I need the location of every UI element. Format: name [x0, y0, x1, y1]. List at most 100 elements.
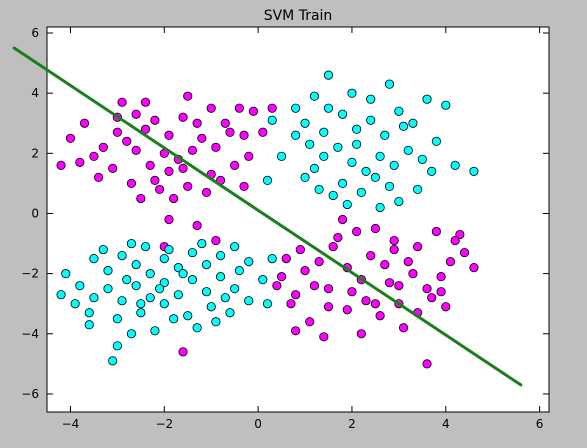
data-point-series-1-48 — [89, 254, 99, 264]
data-point-series-0-104 — [281, 254, 291, 264]
data-point-series-1-100 — [84, 320, 94, 330]
data-point-series-0-37 — [65, 133, 76, 143]
y-tick-label-6: 6 — [31, 26, 39, 40]
data-point-series-1-50 — [117, 250, 127, 261]
y-tick-label-5: 4 — [31, 86, 39, 100]
data-point-series-1-94 — [164, 244, 174, 255]
data-point-series-1-101 — [136, 299, 146, 309]
data-point-series-0-61 — [436, 272, 446, 282]
data-point-series-1-79 — [136, 308, 146, 318]
data-point-series-1-44 — [267, 115, 277, 125]
data-point-series-0-59 — [408, 269, 418, 279]
data-point-series-1-58 — [230, 241, 240, 252]
data-point-series-0-53 — [328, 241, 338, 252]
data-point-series-1-6 — [352, 124, 362, 134]
data-point-series-1-0 — [323, 70, 334, 80]
data-point-series-0-97 — [370, 299, 381, 309]
data-point-series-1-33 — [413, 184, 423, 195]
decision-boundary-line — [12, 46, 523, 387]
data-point-series-1-37 — [347, 88, 357, 98]
data-point-series-1-53 — [159, 254, 169, 264]
data-point-series-0-4 — [164, 130, 174, 140]
data-point-series-1-92 — [122, 275, 132, 285]
data-point-series-0-84 — [441, 302, 451, 312]
x-tick-label-3: 2 — [348, 417, 356, 431]
data-point-series-0-77 — [323, 302, 334, 312]
data-point-series-1-39 — [384, 79, 395, 89]
data-point-series-1-29 — [356, 187, 366, 198]
data-point-series-1-38 — [366, 94, 376, 104]
data-point-series-1-80 — [159, 299, 169, 309]
data-point-series-0-58 — [394, 281, 404, 291]
data-point-series-1-55 — [187, 247, 198, 258]
data-point-series-0-102 — [178, 347, 188, 357]
data-point-series-1-71 — [230, 284, 240, 294]
data-point-series-0-42 — [234, 103, 244, 113]
data-point-series-0-35 — [140, 97, 151, 107]
data-point-series-1-26 — [314, 184, 324, 195]
data-point-series-1-45 — [352, 139, 362, 149]
data-point-series-1-89 — [70, 299, 80, 309]
data-point-series-0-13 — [225, 127, 235, 137]
chart-title: SVM Train — [264, 8, 333, 24]
data-point-series-0-65 — [455, 229, 465, 240]
data-point-series-1-10 — [408, 118, 418, 128]
data-point-series-1-72 — [244, 296, 254, 306]
data-point-series-1-75 — [61, 269, 71, 279]
data-point-series-0-86 — [356, 329, 366, 339]
data-point-series-1-46 — [323, 103, 334, 113]
data-point-series-1-25 — [300, 172, 310, 182]
data-point-series-1-64 — [131, 281, 141, 291]
data-point-series-1-17 — [361, 166, 371, 176]
data-point-series-0-22 — [94, 172, 104, 182]
data-point-series-1-85 — [169, 314, 179, 324]
data-point-series-1-74 — [267, 254, 277, 264]
data-point-series-1-15 — [333, 142, 343, 152]
data-point-series-0-46 — [239, 181, 249, 192]
data-point-series-0-78 — [342, 305, 352, 315]
data-point-series-1-31 — [384, 181, 395, 192]
data-point-series-1-52 — [145, 269, 155, 279]
x-tick-label-5: 6 — [536, 417, 544, 431]
data-point-series-0-75 — [286, 299, 296, 309]
data-point-series-1-9 — [394, 106, 404, 116]
data-point-series-1-1 — [309, 91, 320, 101]
data-point-series-1-36 — [291, 130, 301, 140]
data-point-series-0-67 — [413, 241, 423, 252]
data-point-series-1-99 — [234, 266, 244, 276]
data-point-series-0-51 — [295, 244, 305, 255]
data-point-series-0-29 — [230, 160, 240, 170]
data-point-series-0-14 — [239, 130, 249, 140]
data-point-series-1-78 — [112, 314, 122, 324]
data-point-series-0-8 — [145, 160, 155, 170]
data-point-series-0-12 — [211, 142, 221, 152]
data-point-series-1-57 — [215, 250, 226, 261]
data-point-series-0-25 — [169, 193, 179, 204]
data-point-series-0-85 — [422, 359, 432, 369]
data-point-series-1-40 — [431, 136, 442, 146]
data-point-series-1-65 — [145, 293, 155, 303]
data-point-series-1-7 — [366, 115, 376, 125]
data-point-series-1-102 — [262, 299, 273, 309]
y-tick-label-1: −4 — [21, 327, 39, 341]
data-point-series-0-60 — [422, 284, 432, 294]
data-point-series-0-45 — [150, 175, 160, 185]
data-point-series-1-19 — [389, 160, 399, 170]
data-point-series-1-21 — [417, 154, 427, 164]
data-point-series-0-80 — [375, 311, 385, 321]
decision-boundary-layer — [12, 46, 523, 387]
data-point-series-0-17 — [98, 142, 108, 152]
data-point-series-0-56 — [366, 250, 376, 261]
data-point-series-0-98 — [333, 232, 343, 243]
data-point-series-0-99 — [403, 257, 413, 267]
data-point-series-1-49 — [103, 266, 113, 276]
data-point-series-0-5 — [178, 112, 188, 122]
data-point-series-0-92 — [347, 287, 357, 297]
data-point-series-1-97 — [154, 284, 165, 294]
data-point-series-1-8 — [380, 130, 390, 140]
data-point-series-0-71 — [337, 214, 348, 225]
data-point-series-1-12 — [441, 100, 451, 110]
data-point-series-1-82 — [206, 302, 216, 312]
data-point-series-0-63 — [459, 247, 470, 258]
data-point-series-0-90 — [436, 287, 446, 297]
